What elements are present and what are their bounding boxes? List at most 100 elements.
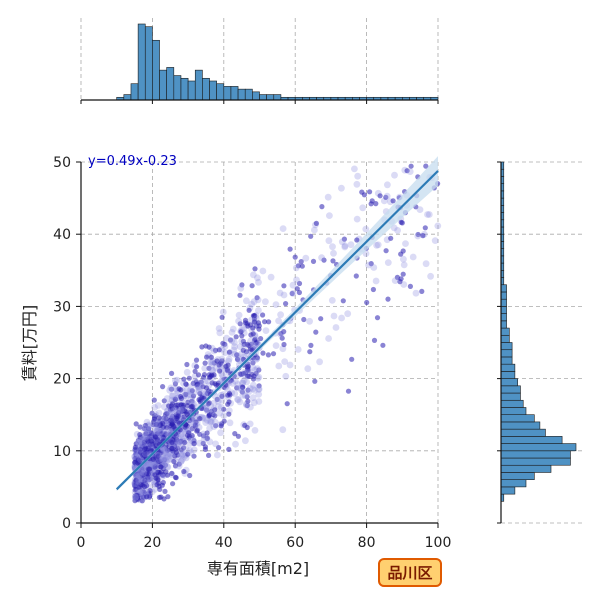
y-hist-bar: [500, 363, 516, 372]
scatter-point: [277, 311, 284, 319]
scatter-point: [427, 272, 434, 280]
scatter-point: [137, 446, 143, 452]
scatter-point: [254, 295, 260, 301]
scatter-point: [256, 326, 262, 332]
scatter-point: [204, 354, 210, 360]
scatter-point: [340, 298, 346, 304]
scatter-point: [158, 431, 164, 437]
scatter-point: [419, 288, 425, 294]
scatter-point: [332, 324, 340, 331]
scatter-point: [191, 453, 197, 459]
scatter-point: [177, 457, 185, 465]
scatter-point: [251, 427, 259, 434]
scatter-point: [249, 364, 257, 371]
scatter-point: [144, 494, 150, 500]
x-tick-label: 0: [77, 535, 86, 551]
scatter-point: [414, 232, 422, 240]
scatter-point: [151, 404, 159, 411]
scatter-point: [219, 372, 227, 380]
scatter-point: [265, 352, 271, 358]
scatter-point: [400, 261, 408, 269]
scatter-point: [250, 271, 257, 279]
scatter-point: [198, 379, 204, 385]
scatter-point: [218, 397, 226, 404]
scatter-point: [188, 383, 195, 391]
x-hist-bar: [144, 26, 153, 101]
x-hist-bar: [180, 77, 189, 101]
scatter-point: [200, 374, 207, 380]
x-hist-bar: [244, 88, 253, 101]
scatter-point: [160, 445, 168, 453]
scatter-point: [216, 409, 224, 417]
scatter-point: [398, 276, 404, 282]
scatter-point: [200, 436, 208, 443]
scatter-point: [159, 456, 167, 463]
scatter-point: [154, 420, 161, 428]
scatter-point: [422, 260, 430, 268]
scatter-point: [135, 472, 143, 480]
scatter-point: [239, 391, 247, 399]
scatter-point: [148, 430, 154, 436]
scatter-point: [180, 380, 187, 387]
scatter-point: [151, 486, 159, 493]
scatter-point: [251, 373, 257, 379]
scatter-point: [163, 407, 171, 415]
x-hist-bar: [230, 86, 239, 101]
scatter-point: [217, 403, 225, 411]
scatter-point: [225, 401, 231, 407]
scatter-point: [239, 379, 247, 386]
y-hist-bar: [500, 443, 577, 452]
scatter-point: [161, 398, 167, 404]
scatter-point: [237, 284, 245, 292]
scatter-point: [173, 449, 179, 455]
scatter-point: [178, 447, 186, 454]
scatter-point: [281, 341, 287, 348]
scatter-point: [206, 424, 214, 432]
y-tick-label: 40: [53, 227, 71, 243]
scatter-point: [219, 391, 227, 398]
scatter-point: [169, 445, 175, 452]
scatter-point: [318, 316, 324, 322]
scatter-point: [281, 358, 289, 365]
y-hist-bar: [500, 457, 571, 466]
scatter-point: [422, 225, 428, 231]
scatter-point: [189, 398, 195, 404]
ward-badge: 品川区: [378, 558, 442, 587]
scatter-point: [307, 349, 313, 355]
scatter-point: [164, 463, 172, 471]
scatter-point: [160, 459, 168, 466]
scatter-point: [178, 387, 184, 393]
x-tick-label: 60: [286, 535, 304, 551]
scatter-point: [216, 362, 222, 368]
scatter-point: [374, 315, 381, 321]
scatter-point: [169, 421, 175, 427]
scatter-point: [178, 402, 184, 408]
scatter-point: [172, 463, 179, 469]
scatter-point: [159, 452, 167, 460]
scatter-point: [325, 335, 332, 342]
scatter-point: [250, 298, 258, 306]
scatter-point: [368, 261, 374, 267]
scatter-point: [242, 392, 249, 399]
scatter-point: [135, 460, 141, 466]
scatter-point: [246, 385, 254, 392]
scatter-point: [351, 165, 358, 173]
scatter-point: [215, 325, 223, 332]
scatter-point: [173, 376, 181, 384]
scatter-point: [384, 259, 392, 266]
scatter-point: [251, 387, 258, 394]
scatter-point: [354, 237, 360, 243]
scatter-point: [150, 460, 158, 467]
scatter-point: [174, 415, 180, 422]
scatter-point: [146, 490, 152, 496]
scatter-point: [214, 358, 220, 364]
scatter-point: [188, 398, 196, 406]
x-hist-bar: [259, 94, 267, 101]
x-hist-bar: [216, 83, 225, 101]
scatter-point: [219, 308, 227, 316]
scatter-point: [239, 384, 245, 390]
scatter-point: [330, 312, 338, 320]
scatter-point: [132, 487, 138, 493]
scatter-point: [153, 421, 159, 428]
scatter-point: [163, 395, 171, 402]
